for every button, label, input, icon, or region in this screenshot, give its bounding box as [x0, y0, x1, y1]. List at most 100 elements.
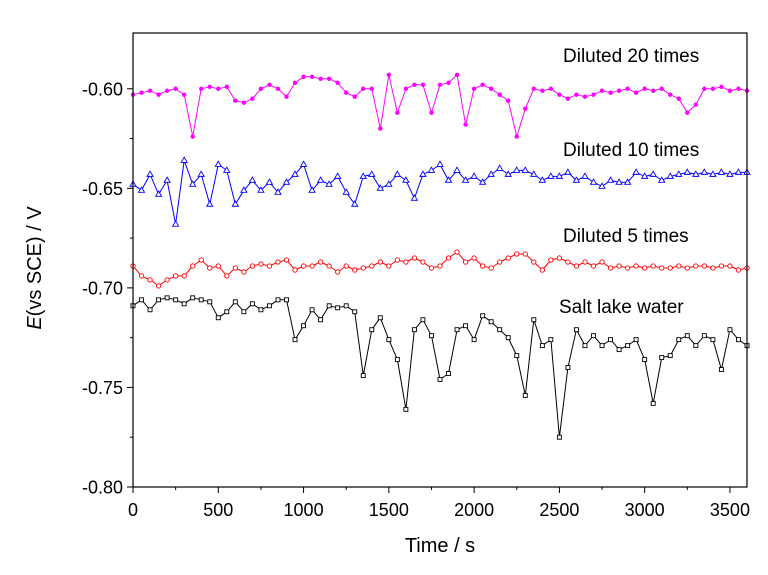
data-point-diluted-5-times: [138, 273, 145, 279]
data-point-diluted-5-times: [198, 257, 204, 263]
data-point-diluted-10-times: [163, 176, 171, 183]
data-point-diluted-5-times: [616, 263, 622, 269]
data-point-salt-lake-water: [224, 309, 230, 315]
data-point-diluted-5-times: [445, 255, 452, 261]
data-point-diluted-5-times: [539, 267, 545, 273]
data-point-diluted-5-times: [258, 261, 264, 267]
data-point-diluted-5-times: [650, 263, 656, 269]
data-point-diluted-20-times: [292, 80, 298, 85]
data-point-salt-lake-water: [343, 303, 349, 309]
data-point-salt-lake-water: [318, 317, 324, 323]
data-point-salt-lake-water: [258, 307, 264, 313]
data-point-diluted-10-times: [316, 176, 325, 183]
data-point-diluted-20-times: [309, 74, 315, 80]
data-point-salt-lake-water: [701, 333, 707, 339]
data-point-diluted-20-times: [582, 94, 588, 99]
data-point-diluted-5-times: [352, 267, 358, 273]
data-point-salt-lake-water: [573, 327, 579, 333]
data-point-diluted-20-times: [233, 98, 238, 103]
data-point-diluted-10-times: [470, 172, 478, 179]
data-point-diluted-20-times: [574, 92, 579, 97]
y-tick-label: -0.75: [82, 378, 123, 398]
data-point-diluted-5-times: [471, 255, 477, 261]
data-point-diluted-5-times: [676, 263, 682, 269]
data-point-diluted-5-times: [735, 267, 742, 273]
data-point-salt-lake-water: [480, 313, 486, 319]
y-tick-label: -0.80: [82, 478, 123, 498]
data-point-salt-lake-water: [411, 327, 417, 333]
data-point-salt-lake-water: [667, 353, 673, 359]
x-tick-label: 2000: [454, 500, 494, 520]
data-point-diluted-10-times: [649, 170, 657, 177]
data-point-diluted-20-times: [480, 82, 485, 87]
data-point-diluted-10-times: [188, 180, 197, 187]
data-point-diluted-20-times: [156, 92, 161, 97]
data-point-diluted-20-times: [147, 88, 153, 93]
data-point-diluted-20-times: [395, 110, 400, 115]
y-tick-label: -0.70: [82, 278, 123, 298]
x-tick-label: 0: [128, 500, 138, 520]
data-point-salt-lake-water: [207, 299, 213, 305]
data-point-diluted-20-times: [429, 110, 434, 115]
data-point-diluted-5-times: [403, 259, 409, 265]
data-point-diluted-20-times: [685, 110, 690, 115]
data-point-diluted-20-times: [139, 90, 144, 95]
data-point-diluted-20-times: [369, 86, 374, 91]
data-point-salt-lake-water: [650, 400, 656, 406]
series-line-salt-lake-water: [132, 297, 748, 438]
data-point-diluted-10-times: [717, 168, 726, 175]
data-point-diluted-10-times: [461, 176, 470, 183]
data-point-salt-lake-water: [139, 297, 144, 303]
data-point-diluted-20-times: [463, 122, 468, 127]
data-point-diluted-20-times: [591, 92, 596, 97]
data-point-diluted-5-times: [488, 265, 494, 271]
data-point-diluted-5-times: [164, 277, 170, 283]
data-point-salt-lake-water: [471, 337, 477, 343]
data-point-diluted-20-times: [540, 88, 545, 93]
data-point-diluted-5-times: [420, 259, 426, 265]
data-point-salt-lake-water: [190, 295, 196, 301]
data-point-diluted-5-times: [207, 265, 213, 271]
data-point-diluted-10-times: [555, 172, 564, 179]
data-point-diluted-10-times: [393, 170, 402, 177]
series-diluted-20-times: [130, 72, 750, 139]
data-point-diluted-5-times: [224, 273, 230, 279]
data-point-diluted-5-times: [565, 259, 571, 265]
series-layer: [129, 72, 751, 440]
data-point-diluted-20-times: [190, 134, 195, 139]
data-point-salt-lake-water: [591, 333, 596, 339]
series-diluted-5-times: [130, 249, 750, 289]
data-point-diluted-5-times: [684, 265, 690, 271]
data-point-diluted-5-times: [394, 257, 401, 263]
data-point-salt-lake-water: [556, 434, 562, 440]
data-point-diluted-20-times: [284, 94, 289, 99]
data-point-diluted-10-times: [367, 170, 376, 177]
data-point-diluted-10-times: [248, 176, 257, 183]
data-point-diluted-10-times: [427, 166, 436, 173]
data-point-diluted-10-times: [598, 182, 606, 189]
data-point-diluted-10-times: [333, 172, 342, 179]
data-point-diluted-5-times: [607, 265, 614, 271]
data-point-diluted-20-times: [343, 90, 349, 95]
data-point-salt-lake-water: [215, 315, 221, 321]
data-point-diluted-5-times: [172, 273, 179, 279]
series-line-diluted-5-times: [132, 251, 748, 287]
data-point-diluted-20-times: [335, 80, 340, 85]
data-point-diluted-20-times: [437, 82, 443, 87]
data-point-salt-lake-water: [386, 337, 392, 343]
data-point-diluted-10-times: [299, 160, 308, 167]
data-point-salt-lake-water: [335, 305, 341, 311]
data-point-salt-lake-water: [548, 337, 554, 343]
data-point-diluted-10-times: [530, 170, 538, 177]
data-point-salt-lake-water: [488, 319, 494, 325]
data-point-diluted-20-times: [420, 82, 426, 87]
data-point-diluted-5-times: [573, 263, 580, 269]
data-point-diluted-10-times: [325, 180, 333, 187]
data-point-diluted-5-times: [633, 263, 639, 269]
data-point-diluted-20-times: [173, 86, 178, 91]
data-point-diluted-10-times: [623, 178, 632, 185]
data-point-salt-lake-water: [454, 327, 460, 333]
data-point-diluted-10-times: [350, 200, 359, 207]
data-point-salt-lake-water: [505, 335, 511, 341]
data-point-diluted-20-times: [599, 88, 605, 93]
